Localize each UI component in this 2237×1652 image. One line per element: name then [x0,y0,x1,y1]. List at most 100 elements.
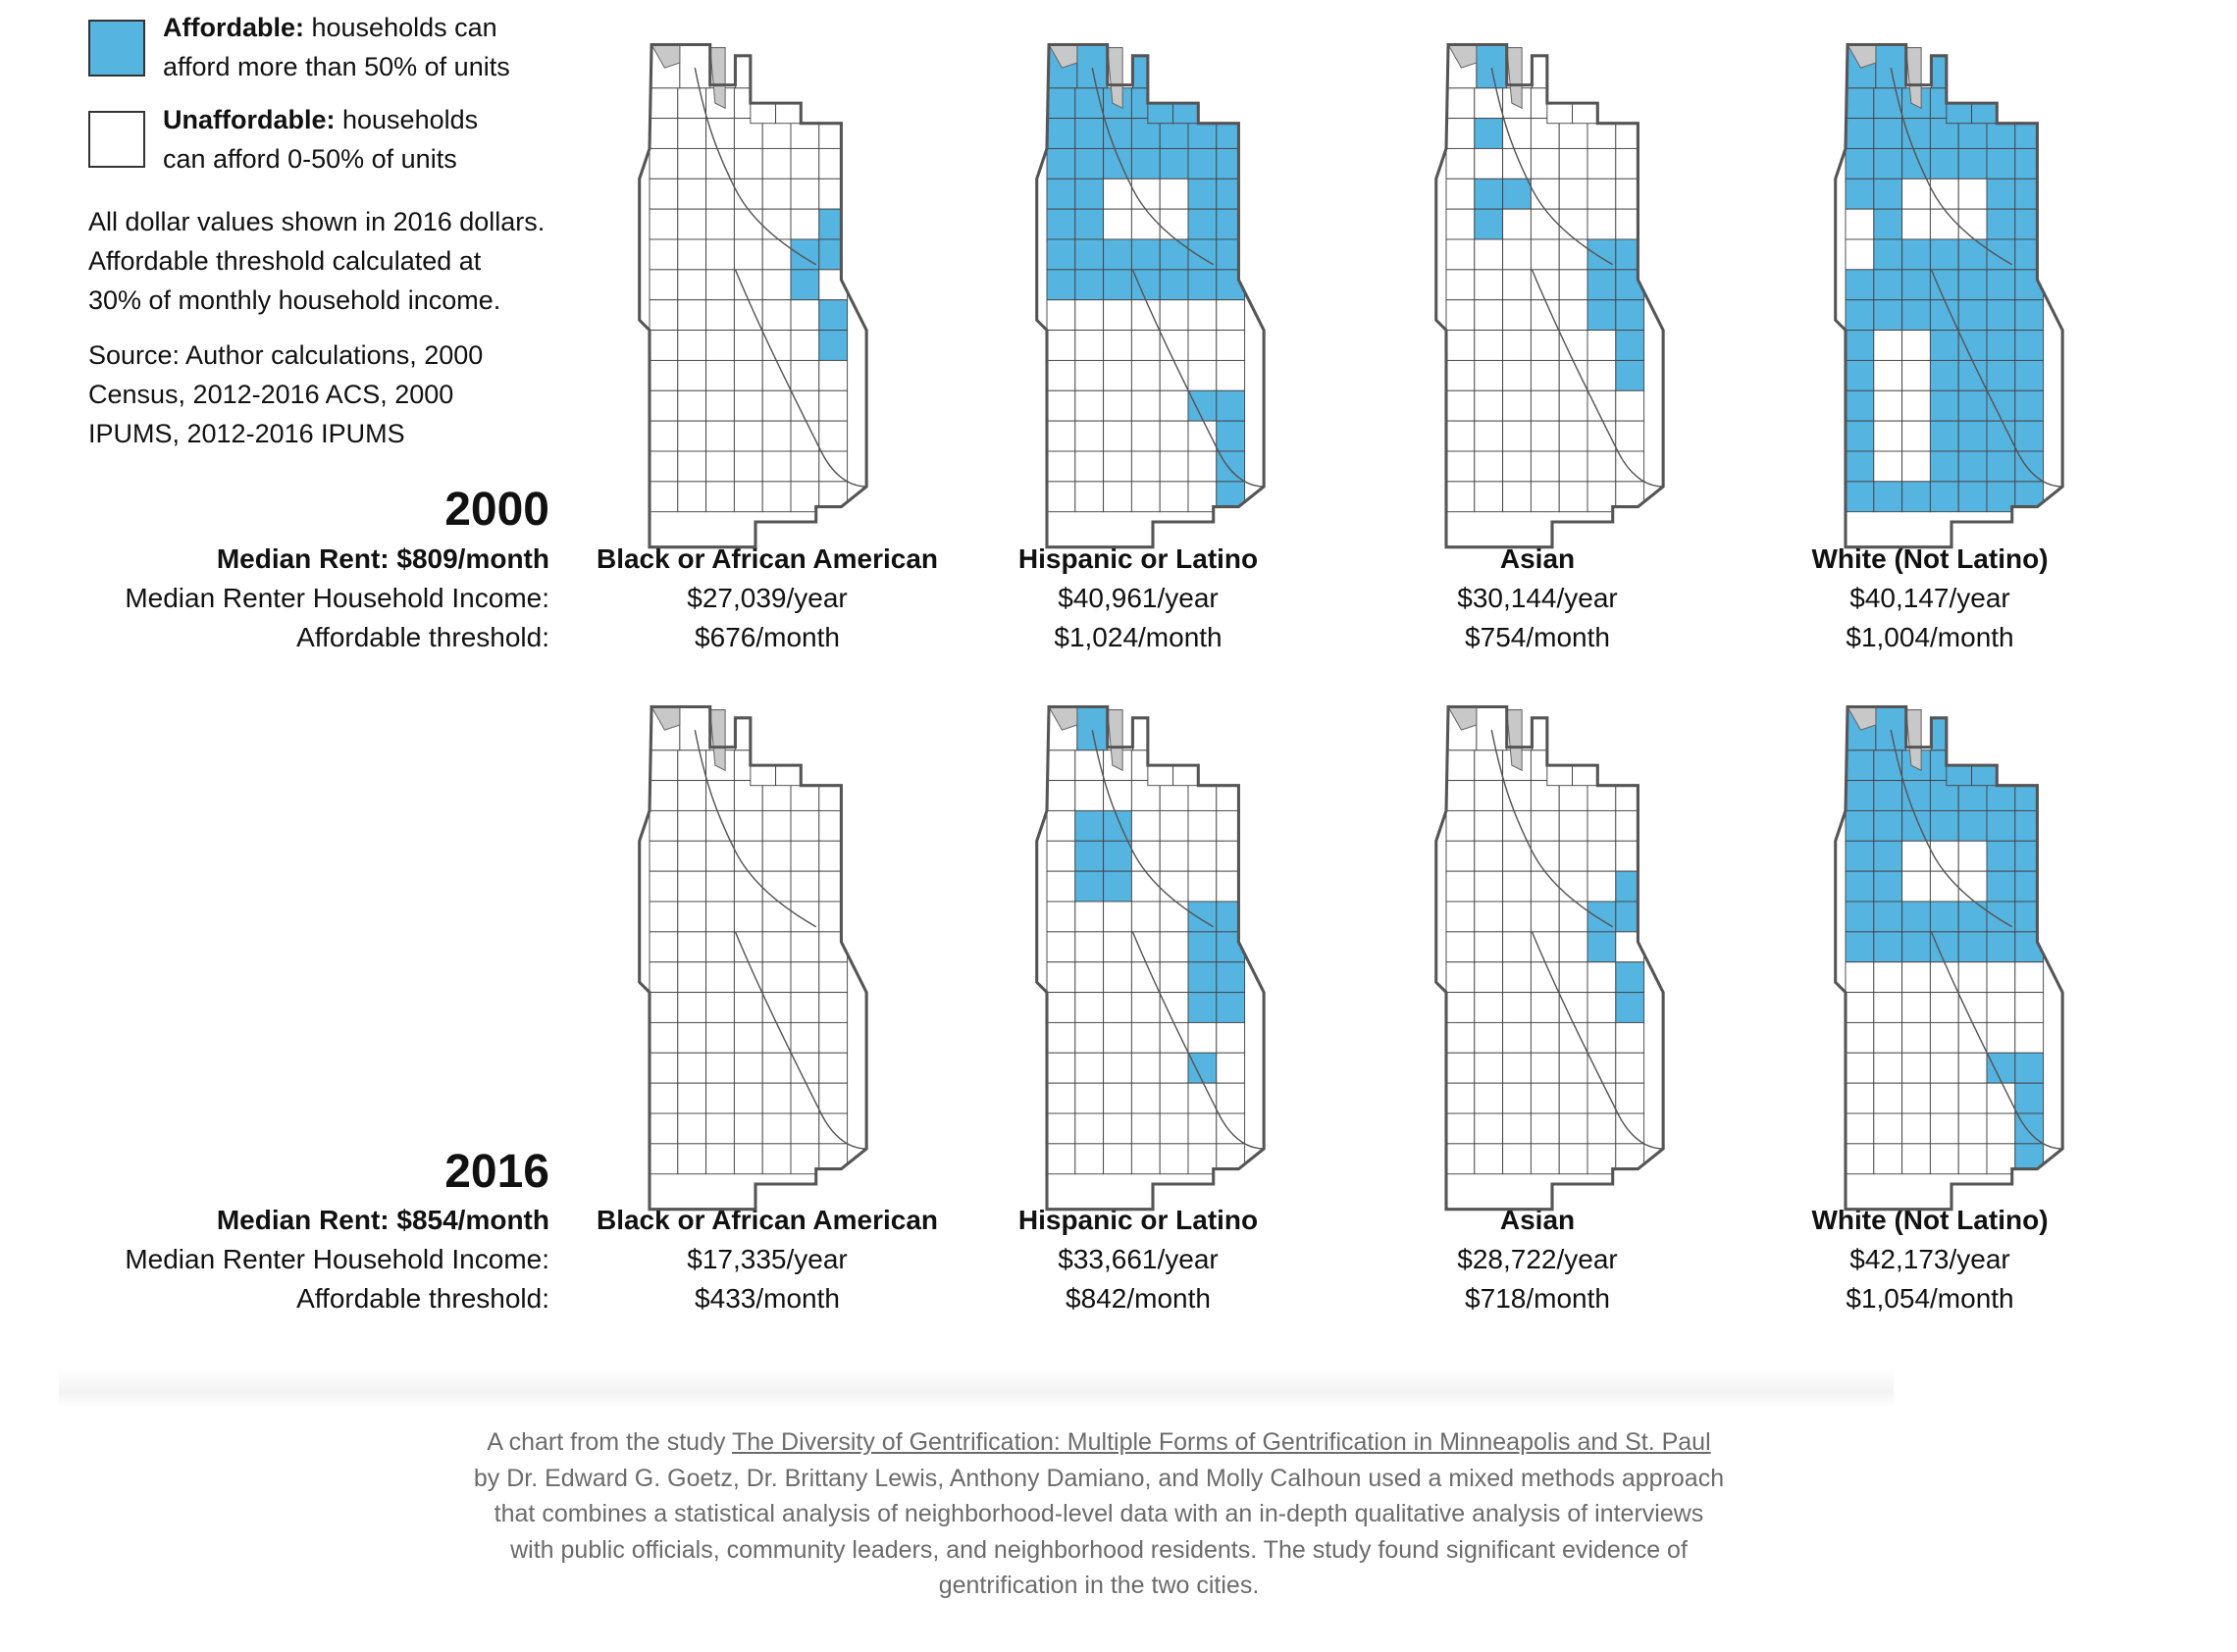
tract-unaffordable [1901,870,1931,903]
tract-affordable [1901,931,1931,963]
tract-affordable [1929,359,1959,391]
tract-unaffordable [1159,1021,1189,1054]
tract-unaffordable [705,840,735,872]
tract-unaffordable [1929,992,1959,1023]
tract-unaffordable [1845,1143,1875,1175]
tract-unaffordable [1502,931,1532,963]
year-2016-label: 2016 [444,1146,549,1198]
tract-unaffordable [677,901,707,933]
tract-unaffordable [818,809,849,842]
tract-unaffordable [761,208,792,240]
tract-unaffordable [1530,840,1560,872]
tract-unaffordable [705,299,735,332]
tract-unaffordable [705,481,735,513]
tract-unaffordable [1929,961,1959,994]
tract-unaffordable [761,299,792,332]
tract-affordable [1929,269,1959,301]
tract-unaffordable [1046,1052,1076,1084]
tract-affordable [1216,992,1246,1023]
tract-unaffordable [1159,840,1189,872]
tract-unaffordable [1103,1052,1132,1084]
tract-unaffordable [1845,1021,1875,1054]
tract-unaffordable [1046,1112,1076,1145]
tract-unaffordable [1530,1052,1560,1084]
tract-affordable [1615,901,1645,933]
tract-unaffordable [1445,1082,1476,1114]
tract-north [1531,55,1548,89]
tract-unaffordable [1046,1082,1076,1114]
tract-affordable [1901,147,1931,180]
tract-affordable [1986,269,2016,301]
tract-unaffordable [1445,330,1476,361]
tract-affordable [1986,901,2016,933]
tract-unaffordable [677,870,707,903]
tract-north [1546,102,1574,125]
tract-unaffordable [1216,1021,1246,1054]
tract-affordable [1474,178,1504,210]
tract-affordable [1845,389,1875,422]
tract-affordable [1587,901,1617,933]
tract-unaffordable [1474,420,1504,452]
tract-unaffordable [1558,330,1588,361]
tract-unaffordable [1587,1082,1617,1114]
tract-unaffordable [705,961,735,994]
tract-unaffordable [1103,1021,1132,1054]
tract-unaffordable [1615,420,1645,452]
tract-affordable [1845,840,1875,872]
city-boundary-outline [638,704,868,1212]
tract-unaffordable [649,1112,679,1145]
tract-unaffordable [1587,359,1617,391]
river-line [1490,730,1614,928]
tract-unaffordable [733,269,763,301]
tract-unaffordable [790,420,820,452]
tract-unaffordable [1187,1021,1218,1054]
tract-unaffordable [1615,87,1645,120]
tract-unaffordable [1216,749,1246,782]
tract-unaffordable [1074,1143,1105,1175]
tract-unaffordable [818,901,849,933]
tract-unaffordable [1445,780,1476,811]
tract-unaffordable [1445,901,1476,933]
tract-affordable [1845,481,1875,513]
tract-unaffordable [1445,961,1476,994]
tract-unaffordable [1530,389,1560,422]
tract-unaffordable [1558,1112,1588,1145]
tract-unaffordable [1046,1021,1076,1054]
tract-unaffordable [1502,1052,1532,1084]
tract-unaffordable [1587,389,1617,422]
tract-unaffordable [1474,481,1504,513]
tract-unaffordable [1103,1112,1132,1145]
tract-unaffordable [1502,870,1532,903]
group-threshold-2016-black: $433/month [695,1283,840,1314]
tract-unaffordable [1445,208,1476,240]
tract-unaffordable [761,481,792,513]
river-line [1091,730,1215,928]
tract-unaffordable [649,330,679,361]
tract-unaffordable [761,178,792,210]
tract-affordable [2014,330,2045,361]
tract-affordable [1986,809,2016,842]
tract-affordable [1103,147,1132,180]
tract-affordable [1216,901,1246,933]
tract-unaffordable [790,330,820,361]
tract-unaffordable [733,1143,763,1175]
tract-affordable [1873,840,1903,872]
tract-unaffordable [1159,299,1189,332]
tract-unaffordable [677,87,707,120]
tract-unaffordable [1929,870,1959,903]
tract-unaffordable [649,359,679,391]
city-map-svg [1834,704,2064,1212]
tract-unaffordable [705,450,735,483]
tract-unaffordable [1530,330,1560,361]
tract-north [734,55,752,89]
tract-unaffordable [1530,147,1560,180]
tract-unaffordable [649,389,679,422]
study-link[interactable]: The Diversity of Gentrification: Multipl… [732,1428,1711,1456]
tract-north [750,102,777,125]
tract-unaffordable [705,118,735,149]
tract-affordable [1873,178,1903,210]
tract-affordable [1986,840,2016,872]
tract-unaffordable [1587,1112,1617,1145]
tract-affordable [2014,1052,2045,1084]
tract-unaffordable [1159,992,1189,1023]
